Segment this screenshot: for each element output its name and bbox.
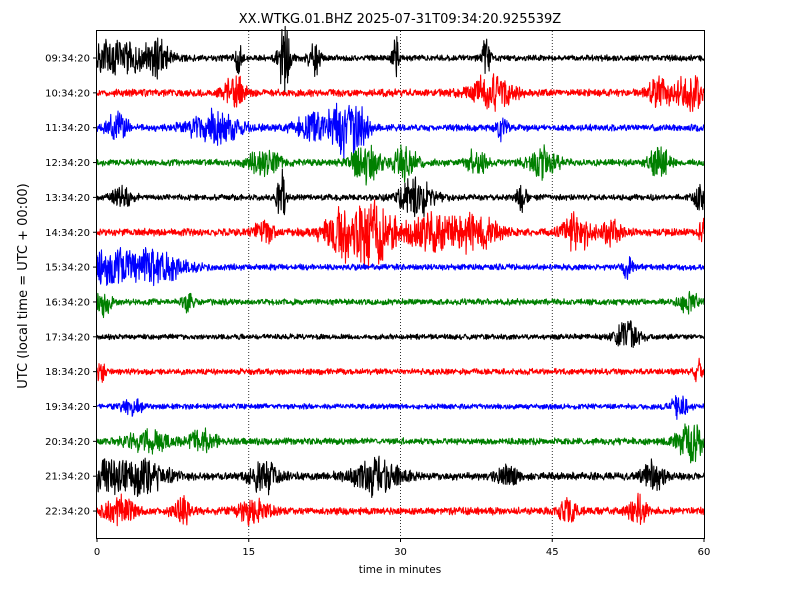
y-axis-label: UTC (local time = UTC + 00:00)	[16, 183, 31, 388]
chart-title: XX.WTKG.01.BHZ 2025-07-31T09:34:20.92553…	[239, 12, 562, 27]
y-tick-label: 10:34:20	[45, 88, 90, 99]
vertical-gridlines	[248, 31, 553, 538]
y-tick-label: 09:34:20	[45, 54, 90, 65]
trace-223420	[96, 492, 705, 527]
y-tick-label: 20:34:20	[45, 437, 90, 448]
trace-203420	[96, 423, 705, 464]
trace-213420	[96, 455, 705, 499]
y-tick-label: 15:34:20	[45, 263, 90, 274]
x-tick-label: 15	[242, 547, 255, 558]
y-tick-label: 17:34:20	[45, 332, 90, 343]
x-axis-ticks: 0 15 30 45 60	[94, 538, 711, 558]
seismic-traces	[96, 25, 705, 527]
trace-163420	[96, 290, 705, 319]
trace-123420	[96, 144, 705, 186]
trace-183420	[96, 357, 705, 383]
y-tick-label: 21:34:20	[45, 472, 90, 483]
y-tick-label: 13:34:20	[45, 193, 90, 204]
y-tick-label: 14:34:20	[45, 228, 90, 239]
x-tick-label: 60	[698, 547, 711, 558]
y-tick-label: 19:34:20	[45, 402, 90, 413]
trace-193420	[96, 395, 705, 420]
y-tick-label: 12:34:20	[45, 158, 90, 169]
trace-133420	[96, 168, 705, 218]
trace-153420	[96, 246, 705, 287]
y-axis-ticks: 09:34:20 10:34:20 11:34:20 12:34:20 13:34:20…	[45, 54, 97, 518]
trace-093420	[96, 25, 705, 94]
trace-113420	[96, 102, 705, 160]
y-tick-label: 16:34:20	[45, 297, 90, 308]
trace-103420	[96, 73, 705, 113]
y-tick-label: 22:34:20	[45, 507, 90, 518]
x-tick-label: 30	[394, 547, 407, 558]
x-tick-label: 0	[94, 547, 100, 558]
y-tick-label: 11:34:20	[45, 123, 90, 134]
x-axis-label: time in minutes	[359, 564, 441, 576]
trace-173420	[96, 320, 705, 349]
x-tick-label: 45	[546, 547, 559, 558]
trace-143420	[96, 199, 705, 270]
y-tick-label: 18:34:20	[45, 367, 90, 378]
